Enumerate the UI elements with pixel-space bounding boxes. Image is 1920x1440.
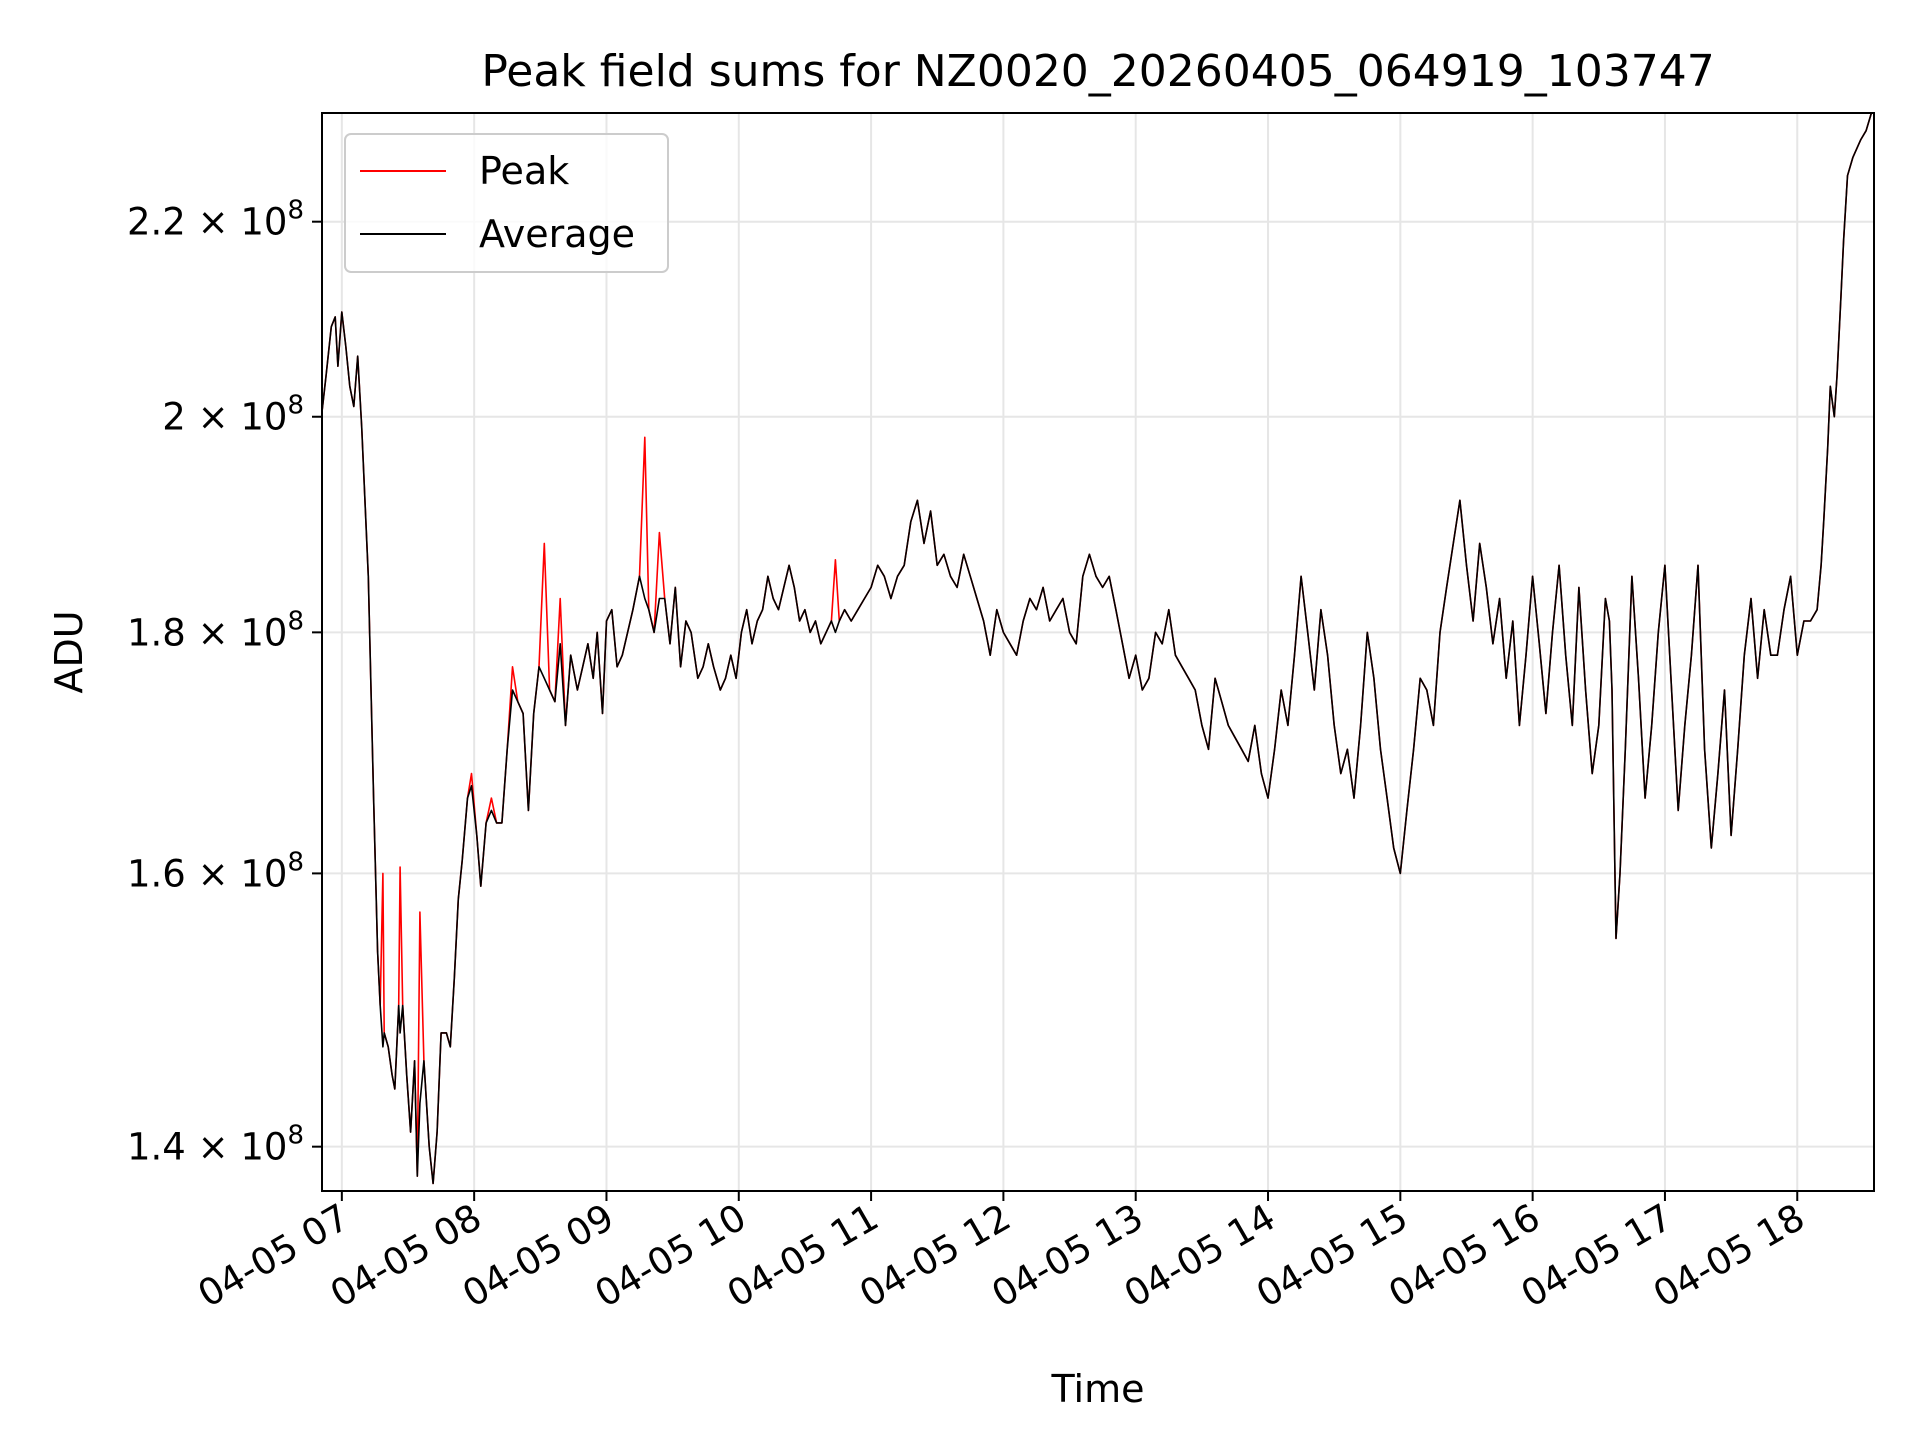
y-tick-label: 2.2 × 108 <box>127 196 304 244</box>
y-tick-mantissa: 2 <box>162 396 186 439</box>
y-tick-label: 2 × 108 <box>162 391 304 439</box>
y-tick-label: 1.4 × 108 <box>127 1121 304 1169</box>
y-tick-mantissa: 1.6 <box>127 852 186 895</box>
y-tick-base: 10 <box>240 1126 287 1169</box>
y-tick-times-sign: × <box>186 201 241 244</box>
x-axis-label: Time <box>1051 1367 1145 1411</box>
y-axis-label: ADU <box>47 610 91 693</box>
series-line-average <box>321 112 1873 1185</box>
plot-area-frame <box>321 112 1875 1192</box>
y-tick-exponent: 8 <box>287 196 304 226</box>
y-tick-base: 10 <box>240 396 287 439</box>
legend-box <box>344 133 669 273</box>
chart-title: Peak field sums for NZ0020_20260405_0649… <box>481 46 1714 97</box>
y-tick-mantissa: 1.4 <box>127 1126 186 1169</box>
y-tick-exponent: 8 <box>287 606 304 636</box>
y-tick-exponent: 8 <box>287 1121 304 1151</box>
y-tick-base: 10 <box>240 201 287 244</box>
y-tick-mantissa: 2.2 <box>127 201 186 244</box>
legend-peak-label: Peak <box>479 149 569 193</box>
y-tick-exponent: 8 <box>287 847 304 877</box>
y-tick-label: 1.6 × 108 <box>127 847 304 895</box>
data-series <box>321 112 1873 1185</box>
grid-lines <box>322 113 1874 1191</box>
y-tick-label: 1.8 × 108 <box>127 606 304 654</box>
y-tick-times-sign: × <box>186 396 241 439</box>
y-tick-base: 10 <box>240 611 287 654</box>
y-tick-mantissa: 1.8 <box>127 611 186 654</box>
legend-average-label: Average <box>479 212 635 256</box>
y-tick-base: 10 <box>240 852 287 895</box>
y-tick-times-sign: × <box>186 611 241 654</box>
y-tick-times-sign: × <box>186 1126 241 1169</box>
y-tick-times-sign: × <box>186 852 241 895</box>
legend: Peak Average <box>344 133 669 273</box>
y-tick-exponent: 8 <box>287 391 304 421</box>
